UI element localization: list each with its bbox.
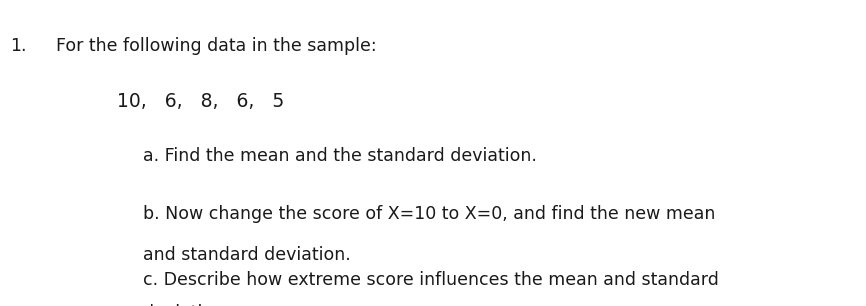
Text: a. Find the mean and the standard deviation.: a. Find the mean and the standard deviat… xyxy=(143,147,537,165)
Text: and standard deviation.: and standard deviation. xyxy=(143,246,351,264)
Text: 10,   6,   8,   6,   5: 10, 6, 8, 6, 5 xyxy=(117,92,284,111)
Text: 1.: 1. xyxy=(10,37,27,55)
Text: c. Describe how extreme score influences the mean and standard: c. Describe how extreme score influences… xyxy=(143,271,719,289)
Text: b. Now change the score of X=10 to X=0, and find the new mean: b. Now change the score of X=10 to X=0, … xyxy=(143,205,715,223)
Text: deviation.: deviation. xyxy=(143,304,229,306)
Text: For the following data in the sample:: For the following data in the sample: xyxy=(56,37,377,55)
